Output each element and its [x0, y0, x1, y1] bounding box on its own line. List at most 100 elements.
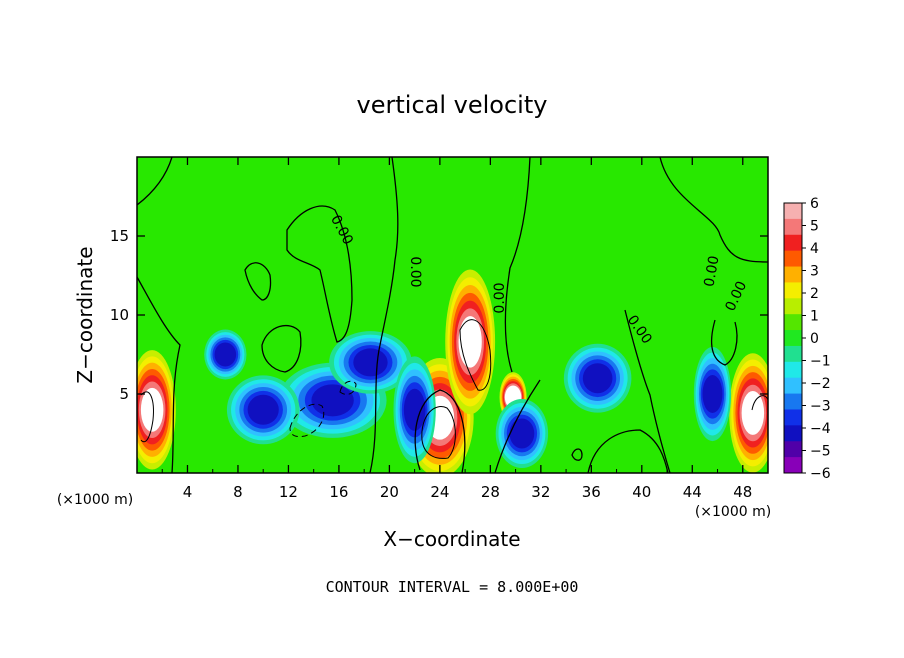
colorbar-label: −1 — [810, 354, 831, 370]
high-contour — [459, 319, 492, 391]
zero-contour — [571, 448, 583, 461]
colorbar-label: −3 — [810, 399, 831, 415]
downdraft-cell — [393, 356, 436, 464]
colorbar: 6 5 4 3 2 1 0 −1 −2 −3 −4 −5 −6 — [783, 196, 831, 482]
colorbar-swatch — [784, 425, 802, 442]
y-tick-label: 5 — [119, 385, 129, 403]
y-axis-title: Z−coordinate — [73, 246, 97, 383]
colorbar-label: 1 — [810, 309, 819, 325]
contour-interval-footer: CONTOUR INTERVAL = 8.000E+00 — [326, 578, 579, 596]
updraft-ring — [741, 390, 765, 435]
plot-area — [137, 157, 768, 473]
x-tick-label: 36 — [582, 483, 601, 501]
contour-label: 0.00 — [407, 256, 423, 287]
downdraft-ring — [311, 384, 354, 417]
zero-contour — [369, 157, 399, 473]
high-contour — [751, 395, 768, 411]
x-tick-label: 16 — [329, 483, 348, 501]
x-axis-title: X−coordinate — [383, 527, 520, 551]
downdraft-cell — [563, 343, 632, 413]
colorbar-swatch — [784, 409, 802, 426]
downdraft-cell — [329, 331, 412, 394]
colorbar-swatch — [784, 218, 802, 236]
colorbar-label: 2 — [810, 286, 819, 302]
colorbar-swatch — [784, 314, 802, 331]
x-tick-label: 32 — [531, 483, 550, 501]
downdraft-ring — [702, 374, 723, 414]
x-unit-right: (×1000 m) — [695, 504, 771, 520]
x-tick-label: 24 — [430, 483, 449, 501]
zero-contour — [587, 429, 669, 473]
zero-contour — [414, 389, 466, 473]
updraft-ring — [140, 387, 164, 432]
zero-contour — [244, 262, 272, 301]
zero-contour — [504, 157, 531, 373]
downdraft-cell — [226, 375, 300, 445]
colorbar-swatch — [784, 266, 802, 283]
zero-contour — [261, 324, 302, 373]
x-tick-label: 28 — [481, 483, 500, 501]
colorbar-label: 5 — [810, 219, 819, 235]
colorbar-swatch — [784, 393, 802, 410]
downdraft-ring — [214, 342, 237, 367]
downdraft-cell — [495, 399, 549, 468]
high-contour — [140, 391, 154, 443]
colorbar-label: 0 — [810, 331, 819, 347]
x-unit-left: (×1000 m) — [57, 492, 133, 508]
updraft-ring — [458, 316, 482, 368]
downdraft-ring — [509, 418, 535, 449]
x-tick-label: 40 — [632, 483, 651, 501]
zero-contour — [286, 205, 353, 343]
updraft-cell — [445, 269, 496, 415]
updraft-cell — [137, 350, 176, 470]
colorbar-swatch — [784, 298, 802, 315]
x-tick-label: 20 — [380, 483, 399, 501]
contour-label: 0.00 — [701, 255, 722, 288]
colorbar-label: −5 — [810, 444, 831, 460]
colorbar-label: −6 — [810, 466, 831, 482]
downdraft-ring — [247, 394, 279, 425]
x-tick-label: 8 — [233, 483, 243, 501]
downdraft-ring — [582, 363, 613, 394]
colorbar-label: 4 — [810, 241, 819, 257]
x-tick-label: 48 — [733, 483, 752, 501]
y-tick-label: 15 — [110, 227, 129, 245]
zero-contour — [624, 309, 671, 473]
low-contour — [339, 380, 357, 395]
colorbar-swatch — [784, 377, 802, 395]
downdraft-cell — [204, 329, 247, 380]
colorbar-label: −2 — [810, 376, 831, 392]
x-axis: 4 8 12 16 20 24 28 32 36 40 44 48 — [161, 157, 752, 501]
colorbar-label: −4 — [810, 421, 831, 437]
contour-label: 0.00 — [492, 282, 508, 313]
colorbar-label: 6 — [810, 196, 819, 212]
x-tick-label: 4 — [183, 483, 193, 501]
downdraft-ring — [353, 348, 388, 377]
colorbar-swatch — [784, 234, 802, 252]
colorbar-swatch — [784, 250, 802, 268]
downdraft-ring — [403, 388, 426, 431]
zero-contour — [137, 157, 173, 206]
colorbar-swatch — [784, 345, 802, 363]
high-contour — [421, 406, 456, 459]
x-tick-label: 12 — [279, 483, 298, 501]
colorbar-label: 3 — [810, 264, 819, 280]
colorbar-swatch — [784, 203, 802, 220]
colorbar-swatch — [784, 361, 802, 379]
y-axis: 5 10 15 — [110, 227, 768, 403]
zero-contour — [711, 319, 738, 366]
zero-contour — [659, 157, 768, 263]
colorbar-swatch — [784, 457, 802, 474]
colorbar-swatch — [784, 282, 802, 299]
chart-title: vertical velocity — [357, 91, 548, 119]
zero-contour — [494, 379, 541, 473]
zero-contour — [137, 276, 181, 473]
updraft-cell — [729, 353, 768, 473]
y-tick-label: 10 — [110, 306, 129, 324]
low-contour — [289, 403, 325, 438]
colorbar-swatch — [784, 330, 802, 347]
x-tick-label: 44 — [683, 483, 702, 501]
colorbar-swatch — [784, 441, 802, 458]
downdraft-cell — [693, 346, 732, 442]
